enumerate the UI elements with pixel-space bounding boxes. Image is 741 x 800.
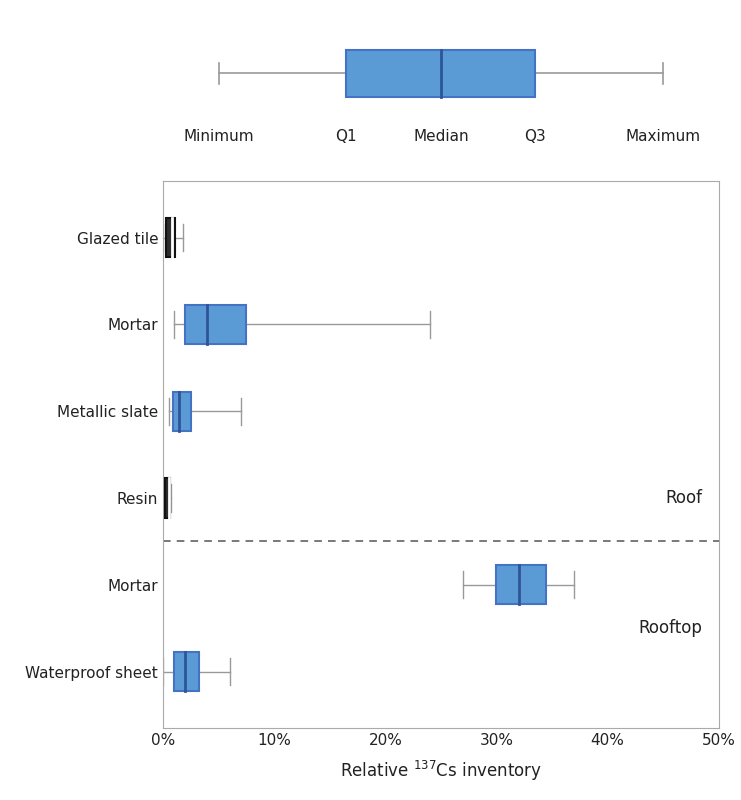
Text: Maximum: Maximum — [625, 129, 701, 144]
Bar — [185, 305, 246, 344]
Bar — [173, 392, 191, 430]
Text: Q1: Q1 — [336, 129, 357, 144]
Bar — [165, 478, 170, 518]
Text: Minimum: Minimum — [183, 129, 254, 144]
Text: Roof: Roof — [665, 489, 702, 507]
Bar — [496, 566, 547, 604]
Bar — [166, 218, 175, 257]
Text: Q3: Q3 — [525, 129, 546, 144]
Bar — [347, 50, 535, 97]
Bar — [174, 652, 199, 691]
Text: Rooftop: Rooftop — [638, 619, 702, 637]
X-axis label: Relative $^{137}$Cs inventory: Relative $^{137}$Cs inventory — [340, 759, 542, 783]
Text: Median: Median — [413, 129, 469, 144]
